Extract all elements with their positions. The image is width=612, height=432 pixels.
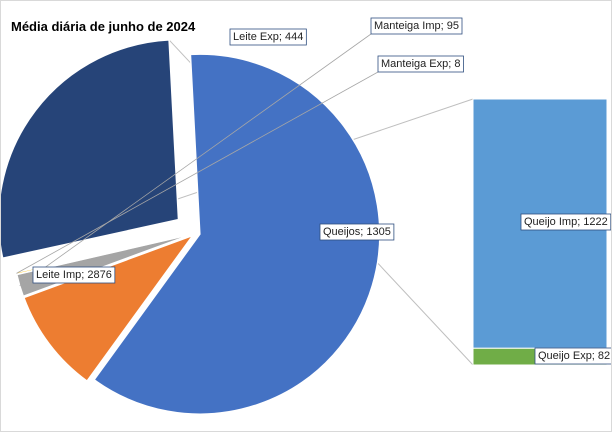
leader-line-manteiga-exp <box>16 71 379 274</box>
pie-slice-leite-imp <box>93 53 381 415</box>
pie-slice-manteiga-exp <box>15 233 193 276</box>
leader-line-manteiga-imp <box>19 33 372 286</box>
breakdown-bar <box>472 98 608 366</box>
data-label-text: Manteiga Exp; 8 <box>381 58 461 70</box>
data-label-manteiga-exp: Manteiga Exp; 8 <box>377 55 464 73</box>
data-label-queijo-exp: Queijo Exp; 82 <box>534 347 611 365</box>
pie-slice-leite-exp <box>22 233 195 383</box>
data-label-text: Queijos; 1305 <box>323 226 391 238</box>
data-label-leite-exp: Leite Exp; 444 <box>229 28 307 46</box>
data-label-queijo-imp: Queijo Imp; 1222 <box>520 213 611 231</box>
data-label-text: Leite Exp; 444 <box>233 31 303 43</box>
data-label-queijos: Queijos; 1305 <box>319 223 395 241</box>
data-label-text: Queijo Exp; 82 <box>538 350 610 362</box>
data-label-manteiga-imp: Manteiga Imp; 95 <box>370 17 463 35</box>
data-label-leite-imp: Leite Imp; 2876 <box>32 266 116 284</box>
chart-title: Média diária de junho de 2024 <box>11 19 196 34</box>
leader-lines <box>16 33 379 286</box>
data-labels: Leite Imp; 2876 Leite Exp; 444 Manteiga Im… <box>32 17 611 365</box>
data-label-text: Leite Imp; 2876 <box>36 269 112 281</box>
data-label-text: Manteiga Imp; 95 <box>374 20 459 32</box>
pie-slice-queijos <box>1 39 180 260</box>
data-label-text: Queijo Imp; 1222 <box>524 216 608 228</box>
